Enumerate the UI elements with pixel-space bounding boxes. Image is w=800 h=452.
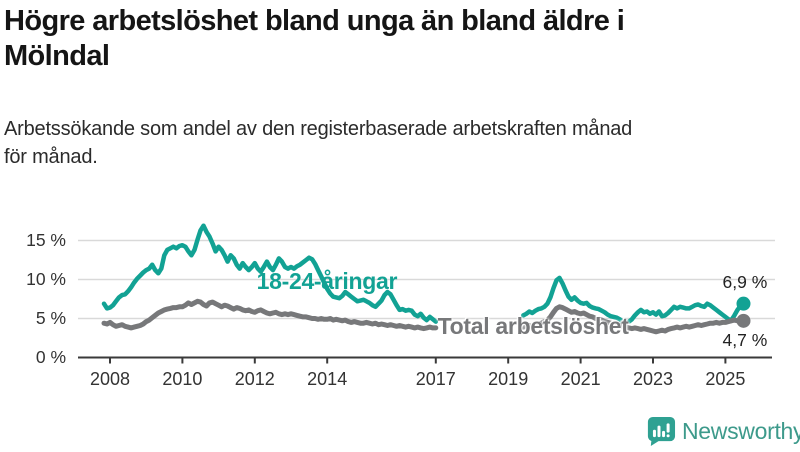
end-value-label-youth: 6,9 % <box>722 272 768 293</box>
line-youth <box>101 223 439 324</box>
chart-subtitle-line1: Arbetssökande som andel av den registerb… <box>4 118 633 140</box>
x-axis-tick-label-2017: 2017 <box>415 368 456 389</box>
x-axis-tick-label-2010: 2010 <box>162 368 203 389</box>
x-axis-tick-label-2021: 2021 <box>560 368 601 389</box>
bar-chart-speech-bubble-icon <box>647 416 676 447</box>
line-total <box>101 298 439 332</box>
newsworthy-logo[interactable]: Newsworthy <box>645 415 800 447</box>
end-dot-youth <box>736 296 751 311</box>
y-axis-tick-label-0: 0 % <box>35 346 66 367</box>
page-title-line1: Högre arbetslöshet bland unga än bland ä… <box>4 5 625 37</box>
x-axis-tick-label-2025: 2025 <box>705 368 746 389</box>
line-youth <box>521 275 746 326</box>
end-value-label-total: 4,7 % <box>722 329 768 350</box>
brand-name: Newsworthy <box>682 417 800 444</box>
series-label-total: Total arbetslöshet <box>437 312 629 339</box>
page-title-line2: Mölndal <box>4 40 110 73</box>
y-axis-tick-label-5: 5 % <box>35 307 66 328</box>
chart-subtitle: Arbetssökande som andel av den registerb… <box>4 115 796 172</box>
chart-subtitle-line2: för månad. <box>4 146 98 169</box>
x-axis-tick-label-2019: 2019 <box>488 368 529 389</box>
newsworthy-logo-icon <box>645 415 676 447</box>
end-dot-total <box>736 313 751 328</box>
series-label-youth: 18-24-åringar <box>256 267 398 294</box>
x-axis-tick-label-2014: 2014 <box>307 368 348 389</box>
page-title: Högre arbetslöshet bland unga än bland ä… <box>4 4 796 75</box>
y-axis-tick-label-10: 10 % <box>26 268 66 289</box>
line-total <box>520 304 746 335</box>
x-axis-tick-label-2008: 2008 <box>89 368 131 389</box>
y-axis-tick-label-15: 15 % <box>26 229 66 250</box>
x-axis-tick-label-2012: 2012 <box>234 368 275 389</box>
x-axis-tick-label-2023: 2023 <box>632 368 674 389</box>
